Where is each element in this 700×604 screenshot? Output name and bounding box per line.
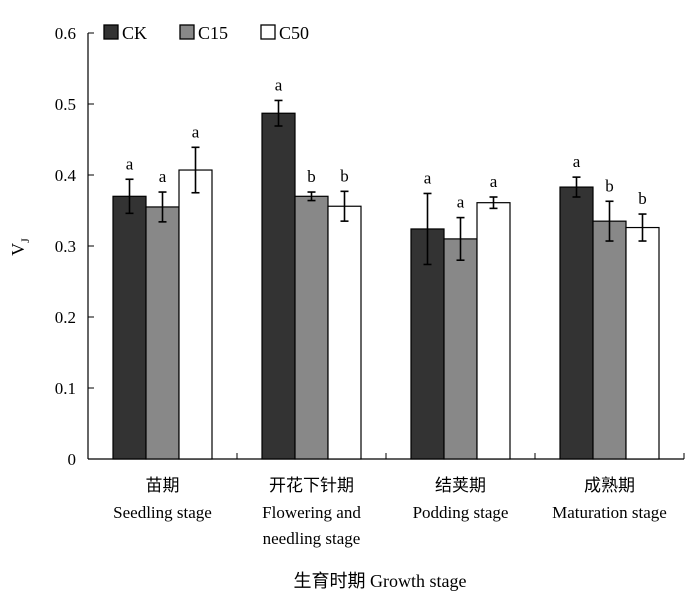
- legend-label-c50: C50: [279, 23, 309, 43]
- category-label-zh: 苗期: [146, 476, 180, 495]
- y-tick-label: 0.1: [55, 379, 76, 398]
- significance-letter: a: [424, 168, 432, 187]
- y-tick-label: 0.2: [55, 308, 76, 327]
- category-label-en: Seedling stage: [113, 503, 212, 522]
- significance-letter: b: [307, 167, 316, 186]
- y-tick-label: 0: [68, 450, 77, 469]
- significance-letter: b: [340, 166, 349, 185]
- y-tick-label: 0.5: [55, 95, 76, 114]
- bar-ck: [112, 195, 147, 460]
- bar-ck: [559, 186, 594, 460]
- bar-c50: [476, 202, 511, 460]
- category-label-en: Maturation stage: [552, 503, 667, 522]
- category-label-zh: 结荚期: [435, 476, 486, 495]
- significance-letter: b: [605, 176, 614, 195]
- significance-letter: a: [159, 167, 167, 186]
- category-label-zh: 成熟期: [584, 475, 635, 495]
- legend-label-ck: CK: [122, 23, 147, 43]
- legend-label-c15: C15: [198, 23, 228, 43]
- legend-swatch-c50: [260, 24, 276, 40]
- category-label-en: Podding stage: [413, 503, 509, 522]
- significance-letter: b: [638, 189, 647, 208]
- y-axis-label: VJ: [8, 238, 32, 256]
- bar-c15: [592, 220, 627, 460]
- bar-c50: [327, 205, 362, 460]
- significance-letter: a: [192, 122, 200, 141]
- significance-letter: a: [573, 152, 581, 171]
- x-axis-label: 生育时期 Growth stage: [294, 571, 467, 591]
- bar-c50: [625, 226, 660, 460]
- significance-letter: a: [126, 154, 134, 173]
- y-axis-label-sub: J: [18, 238, 32, 243]
- bar-c15: [145, 206, 180, 460]
- category-label-en: Flowering and: [262, 503, 361, 522]
- plot-area: 0 0.1 0.2 0.3 0.4 0.5 0.6 a a a 苗期 Seedling stage a b…: [55, 23, 685, 548]
- bar-ck: [261, 112, 296, 460]
- bar-c50: [178, 169, 213, 460]
- legend-swatch-c15: [179, 24, 195, 40]
- bar-c15: [294, 195, 329, 460]
- bar-ck: [410, 228, 445, 460]
- category-label-zh: 开花下针期: [269, 476, 354, 495]
- category-label-en: needling stage: [263, 529, 361, 548]
- significance-letter: a: [275, 75, 283, 94]
- significance-letter: a: [457, 193, 465, 212]
- bar-c15: [443, 238, 478, 460]
- y-tick-label: 0.6: [55, 24, 76, 43]
- y-tick-label: 0.3: [55, 237, 76, 256]
- y-axis-label-main: V: [8, 243, 28, 256]
- legend-swatch-ck: [103, 24, 119, 40]
- y-tick-label: 0.4: [55, 166, 77, 185]
- significance-letter: a: [490, 172, 498, 191]
- svg-text:VJ: VJ: [8, 238, 32, 256]
